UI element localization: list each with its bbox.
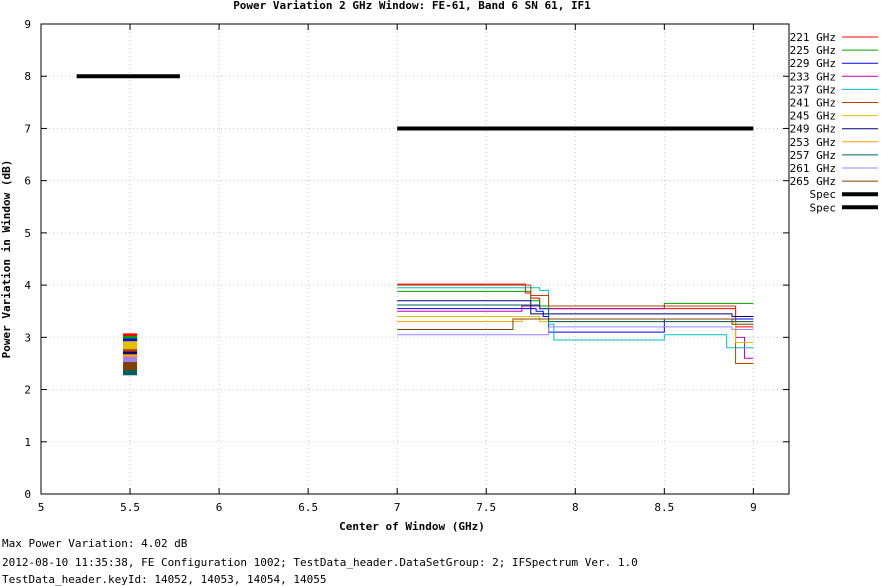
legend-label: 241 GHz — [790, 97, 836, 110]
legend-label: 261 GHz — [790, 162, 836, 175]
series-point-265-ghz — [123, 362, 138, 371]
x-tick-label: 9 — [750, 501, 757, 514]
legend-label: 265 GHz — [790, 175, 836, 188]
y-tick-label: 7 — [24, 122, 31, 135]
x-tick-label: 5.5 — [120, 501, 140, 514]
axis-ticks: 5 5.5 6 6.5 7 7.5 8 8.5 9 0 1 2 3 4 5 6 7 8 9 — [24, 18, 789, 514]
y-tick-label: 9 — [24, 18, 31, 31]
series-line-225-ghz — [397, 290, 754, 310]
legend-label-spec: Spec — [810, 188, 837, 201]
series-points — [123, 333, 138, 376]
legend-label: 253 GHz — [790, 136, 836, 149]
y-tick-label: 1 — [24, 436, 31, 449]
spec-lines — [76, 74, 754, 131]
y-tick-label: 8 — [24, 70, 31, 83]
series-line-249-ghz — [397, 300, 754, 317]
x-tick-label: 7.5 — [476, 501, 496, 514]
series-point-261-ghz — [123, 356, 138, 365]
legend-label: 233 GHz — [790, 70, 836, 83]
series-line-265-ghz — [397, 318, 754, 330]
x-tick-label: 5 — [38, 501, 45, 514]
x-axis-label: Center of Window (GHz) — [339, 520, 485, 533]
y-tick-label: 6 — [24, 175, 31, 188]
legend-label: 225 GHz — [790, 44, 836, 57]
chart-title: Power Variation 2 GHz Window: FE-61, Ban… — [233, 0, 591, 12]
footer-config-info: 2012-08-10 11:35:38, FE Configuration 10… — [2, 556, 638, 569]
series-line-237-ghz — [397, 287, 754, 349]
series-point-257-ghz — [123, 367, 138, 376]
series-point-245-ghz — [123, 341, 138, 350]
series-line-257-ghz — [397, 304, 754, 323]
x-tick-label: 8.5 — [654, 501, 674, 514]
y-tick-label: 3 — [24, 331, 31, 344]
series-line-233-ghz — [397, 305, 754, 359]
x-tick-label: 8 — [572, 501, 579, 514]
legend-label-spec: Spec — [810, 201, 837, 214]
legend-label: 229 GHz — [790, 57, 836, 70]
y-tick-label: 0 — [24, 488, 31, 501]
y-axis-label: Power Variation in Window (dB) — [0, 160, 13, 359]
plot-frame — [40, 23, 790, 495]
legend-label: 249 GHz — [790, 123, 836, 136]
x-tick-label: 6.5 — [298, 501, 318, 514]
legend-label: 257 GHz — [790, 149, 836, 162]
footer-max-variation: Max Power Variation: 4.02 dB — [2, 537, 188, 550]
y-tick-label: 2 — [24, 384, 31, 397]
series-lines — [397, 283, 754, 364]
legend-label: 221 GHz — [790, 31, 836, 44]
grid-lines — [40, 23, 789, 495]
y-tick-label: 4 — [24, 279, 31, 292]
footer-key-ids: TestData_header.keyId: 14052, 14053, 140… — [2, 573, 327, 586]
legend-label: 237 GHz — [790, 83, 836, 96]
series-line-261-ghz — [397, 326, 754, 336]
y-tick-label: 5 — [24, 227, 31, 240]
x-tick-label: 6 — [216, 501, 223, 514]
legend-label: 245 GHz — [790, 110, 836, 123]
x-tick-label: 7 — [394, 501, 401, 514]
